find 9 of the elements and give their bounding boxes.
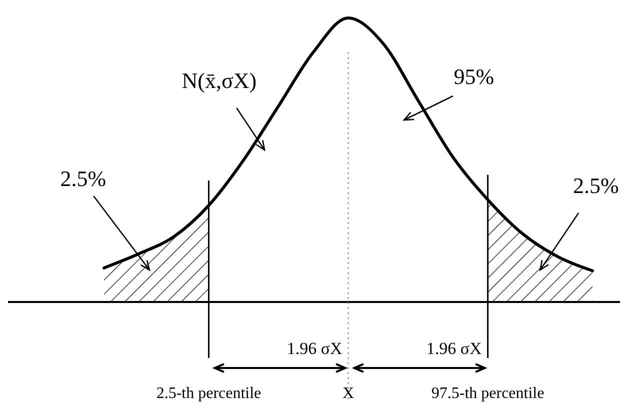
- x-tick-label: 2.5-th percentile: [156, 385, 262, 402]
- x-tick-label: X: [342, 385, 354, 402]
- annotation: N(x̄,σX): [182, 68, 257, 93]
- annotation: 95%: [454, 64, 494, 89]
- annotation: 2.5%: [573, 173, 619, 198]
- text: 1.96 σX: [426, 339, 482, 358]
- annotation: 2.5%: [60, 166, 106, 191]
- text: 1.96 σX: [286, 339, 342, 358]
- x-tick-label: 97.5-th percentile: [431, 385, 544, 402]
